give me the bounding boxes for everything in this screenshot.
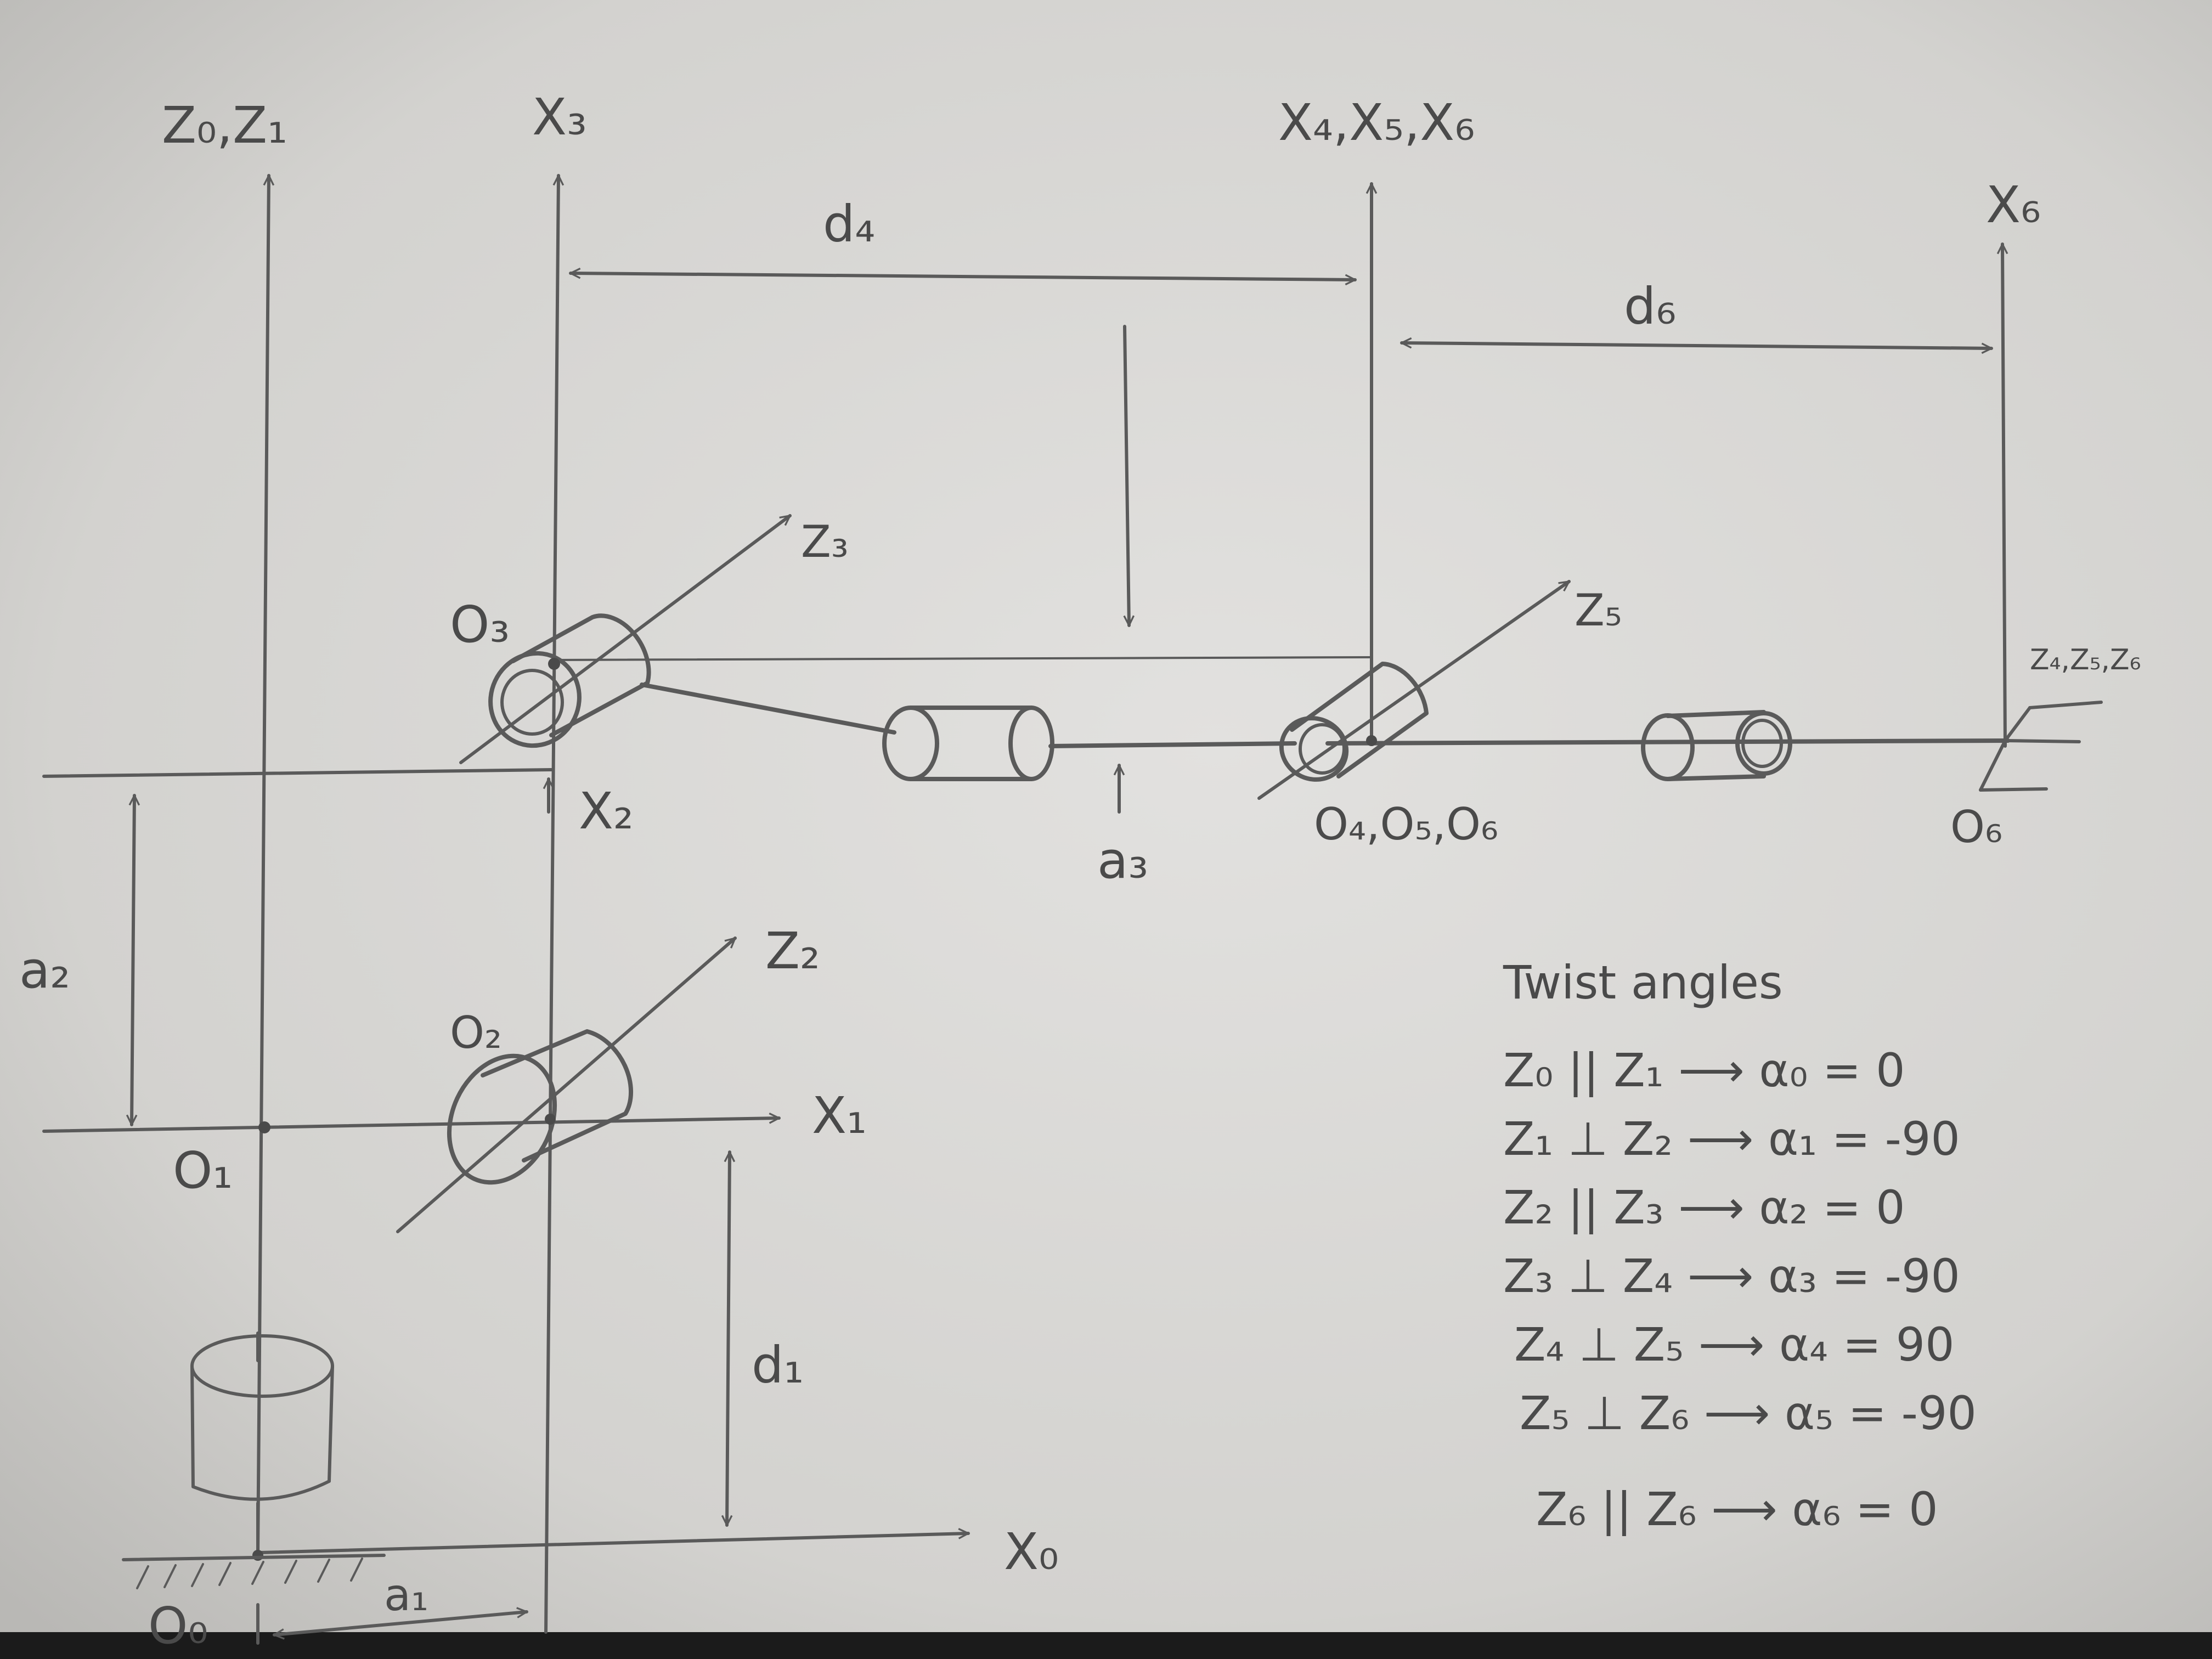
arm-links: [640, 660, 2010, 748]
label-z3: Z₃: [801, 516, 849, 567]
ground-line: [122, 1554, 386, 1561]
d6-arrow: [1400, 343, 1993, 348]
label-x0: X₀: [1004, 1522, 1059, 1581]
label-z456: Z₄,Z₅,Z₆: [2030, 644, 2141, 676]
twist-angles-table: Twist angles Z₀ || Z₁ ⟶ α₀ = 0 Z₁ ⊥ Z₂ ⟶…: [1503, 956, 1977, 1536]
a1-arrow: [274, 1612, 527, 1635]
twist-row: Z₂ || Z₃ ⟶ α₂ = 0: [1503, 1181, 1905, 1234]
label-a3: a₃: [1097, 831, 1148, 890]
label-o3: O₃: [450, 595, 510, 654]
label-d4: d₄: [823, 195, 875, 253]
o0-point: [252, 1550, 263, 1561]
origin-labels: O₀ O₁ O₂ O₃ O₄,O₅,O₆ O₆: [148, 595, 2002, 1655]
label-x1: X₁: [812, 1086, 867, 1145]
label-a1: a₁: [384, 1570, 428, 1621]
base-cylinder: [122, 1121, 386, 1589]
twist-row: Z₃ ⊥ Z₄ ⟶ α₃ = -90: [1503, 1249, 1960, 1303]
joint-o3-cylinder: [459, 514, 792, 764]
label-a2: a₂: [19, 941, 70, 1000]
dimension-labels: d₄ d₆ d₁ a₂ a₃ a₁: [19, 195, 1676, 1621]
dark-edge: [0, 1632, 2212, 1659]
twist-row: Z₄ ⊥ Z₅ ⟶ α₄ = 90: [1514, 1318, 1955, 1372]
label-d1: d₁: [752, 1336, 804, 1395]
wrist-o456-cylinder: [1257, 580, 1569, 800]
label-z0z1: Z₀,Z₁: [162, 96, 287, 155]
ground-hatching: [136, 1558, 363, 1589]
o3-horizontal-line: [553, 656, 1373, 661]
o1-point: [258, 1121, 270, 1133]
label-o456: O₄,O₅,O₆: [1314, 799, 1498, 850]
dimension-arrows: [132, 273, 1993, 1645]
twist-row: Z₀ || Z₁ ⟶ α₀ = 0: [1503, 1043, 1905, 1097]
label-o1: O₁: [173, 1141, 233, 1200]
label-o6: O₆: [1950, 802, 2002, 853]
label-z2: Z₂: [765, 922, 820, 980]
gripper: [1979, 701, 2103, 792]
joint-o2-cylinder: [396, 936, 737, 1233]
link-o3-to-mid-cylinder: [640, 682, 896, 735]
label-x3: X₃: [532, 88, 587, 146]
twist-row: Z₁ ⊥ Z₂ ⟶ α₁ = -90: [1503, 1112, 1960, 1166]
x6-axis-line: [2002, 242, 2005, 748]
x1-axis-line: [42, 1118, 781, 1133]
a2-arrow: [132, 794, 134, 1126]
mid-link-cylinder: [882, 706, 1054, 781]
vertical-down-arrow: [1123, 325, 1129, 627]
axis-labels: Z₀,Z₁ X₃ X₄,X₅,X₆ X₆ Z₃ Z₅ Z₄,Z₅,Z₆ X₂ Z…: [162, 88, 2141, 1581]
twist-row: Z₅ ⊥ Z₆ ⟶ α₅ = -90: [1520, 1386, 1977, 1440]
x0-axis-line: [259, 1533, 970, 1554]
label-x4x5x6: X₄,X₅,X₆: [1278, 93, 1475, 152]
twist-title: Twist angles: [1503, 956, 1783, 1009]
x2-horizontal-line: [42, 768, 553, 778]
link-o456-to-o6: [1325, 738, 2010, 746]
label-x2: X₂: [579, 782, 634, 840]
right-link-cylinder: [1641, 710, 1792, 781]
label-z5: Z₅: [1575, 585, 1622, 636]
link-mid-to-o456: [1048, 741, 1297, 748]
z0-axis-line: [256, 174, 269, 1557]
d1-arrow: [727, 1150, 730, 1527]
frame-lines: [42, 174, 2005, 1634]
label-x6: X₆: [1986, 176, 2041, 234]
x3-axis-line: [544, 174, 558, 1634]
label-o0: O₀: [148, 1596, 208, 1655]
twist-row: Z₆ || Z₆ ⟶ α₆ = 0: [1536, 1482, 1938, 1536]
label-d6: d₆: [1624, 277, 1676, 336]
label-o2: O₂: [450, 1007, 502, 1058]
d4-arrow: [569, 273, 1357, 280]
